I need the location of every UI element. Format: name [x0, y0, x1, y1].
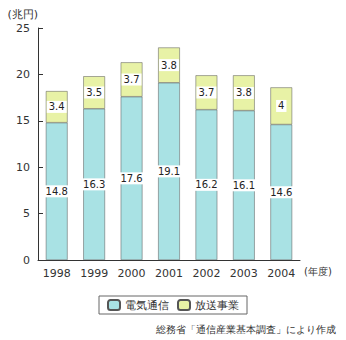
- svg-text:16.3: 16.3: [83, 179, 105, 190]
- svg-text:25: 25: [16, 22, 30, 35]
- svg-text:(年度): (年度): [304, 266, 332, 277]
- svg-text:14.8: 14.8: [46, 186, 68, 197]
- svg-text:(兆円): (兆円): [7, 8, 38, 21]
- svg-text:2003: 2003: [230, 267, 258, 280]
- svg-text:20: 20: [16, 68, 30, 81]
- svg-text:10: 10: [16, 161, 30, 174]
- svg-text:電気通信: 電気通信: [125, 299, 169, 312]
- svg-text:1999: 1999: [80, 267, 108, 280]
- svg-text:3.7: 3.7: [124, 74, 140, 85]
- svg-text:総務省「通信産業基本調査」により作成: 総務省「通信産業基本調査」により作成: [155, 324, 336, 335]
- svg-text:16.2: 16.2: [195, 179, 217, 190]
- svg-text:3.7: 3.7: [198, 87, 214, 98]
- svg-text:17.6: 17.6: [120, 173, 142, 184]
- svg-text:14.6: 14.6: [270, 187, 292, 198]
- svg-text:放送事業: 放送事業: [195, 299, 239, 312]
- svg-text:5: 5: [23, 207, 30, 220]
- svg-text:1998: 1998: [43, 267, 71, 280]
- svg-text:16.1: 16.1: [233, 180, 255, 191]
- svg-text:19.1: 19.1: [158, 166, 180, 177]
- svg-text:15: 15: [16, 114, 30, 127]
- svg-text:2004: 2004: [267, 267, 295, 280]
- svg-text:3.8: 3.8: [236, 87, 252, 98]
- svg-text:2002: 2002: [192, 267, 220, 280]
- svg-text:3.5: 3.5: [86, 87, 102, 98]
- svg-text:4: 4: [278, 100, 284, 111]
- svg-text:0: 0: [23, 254, 30, 267]
- svg-text:3.8: 3.8: [161, 60, 177, 71]
- svg-text:2000: 2000: [118, 267, 146, 280]
- svg-text:3.4: 3.4: [49, 101, 65, 112]
- svg-text:2001: 2001: [155, 267, 183, 280]
